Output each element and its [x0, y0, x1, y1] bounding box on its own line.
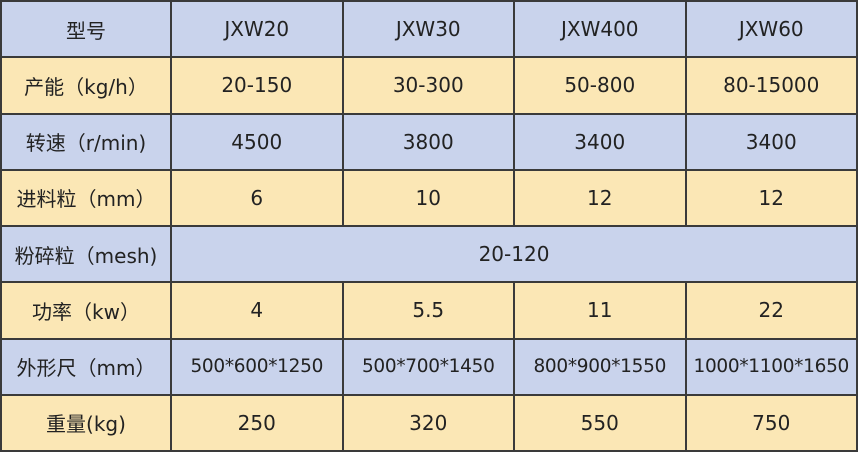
row-label: 进料粒（mm）	[0, 168, 172, 228]
row-label: 转速（r/min)	[0, 112, 172, 171]
table-cell: 12	[513, 168, 687, 228]
table-cell: 550	[513, 393, 687, 452]
table-row-weight: 重量(kg) 250 320 550 750	[0, 393, 858, 452]
table-cell: 80-15000	[684, 56, 858, 115]
header-row: 型号 JXW20 JXW30 JXW400 JXW60	[0, 0, 858, 59]
table-cell: 12	[684, 168, 858, 228]
table-cell: 4	[170, 281, 344, 340]
table-cell: 320	[341, 393, 515, 452]
table-cell: 750	[684, 393, 858, 452]
table-cell: 20-150	[170, 56, 344, 115]
table-cell: 3400	[513, 112, 687, 171]
header-cell: JXW20	[170, 0, 344, 59]
table-cell: 250	[170, 393, 344, 452]
table-row-fineness: 粉碎粒（mesh) 20-120	[0, 224, 858, 284]
table-cell: 3400	[684, 112, 858, 171]
table-cell: 22	[684, 281, 858, 340]
table-cell: 50-800	[513, 56, 687, 115]
header-cell-model: 型号	[0, 0, 172, 59]
header-cell: JXW60	[684, 0, 858, 59]
table-cell: 800*900*1550	[513, 337, 687, 396]
row-label: 重量(kg)	[0, 393, 172, 452]
table-cell: 1000*1100*1650	[684, 337, 858, 396]
table-row-power: 功率（kw） 4 5.5 11 22	[0, 281, 858, 340]
header-cell: JXW30	[341, 0, 515, 59]
table-cell: 500*600*1250	[170, 337, 344, 396]
row-label: 外形尺（mm）	[0, 337, 172, 396]
row-label: 产能（kg/h）	[0, 56, 172, 115]
table-cell: 11	[513, 281, 687, 340]
table-cell: 6	[170, 168, 344, 228]
header-cell: JXW400	[513, 0, 687, 59]
table-row-capacity: 产能（kg/h） 20-150 30-300 50-800 80-15000	[0, 56, 858, 115]
row-label: 功率（kw）	[0, 281, 172, 340]
table-cell: 3800	[341, 112, 515, 171]
table-cell: 30-300	[341, 56, 515, 115]
row-label: 粉碎粒（mesh)	[0, 224, 172, 284]
table-row-speed: 转速（r/min) 4500 3800 3400 3400	[0, 112, 858, 171]
table-cell: 10	[341, 168, 515, 228]
table-cell: 500*700*1450	[341, 337, 515, 396]
merged-cell: 20-120	[170, 224, 858, 284]
table-row-feed-size: 进料粒（mm） 6 10 12 12	[0, 168, 858, 228]
table-cell: 5.5	[341, 281, 515, 340]
table-row-dimensions: 外形尺（mm） 500*600*1250 500*700*1450 800*90…	[0, 337, 858, 396]
table-cell: 4500	[170, 112, 344, 171]
